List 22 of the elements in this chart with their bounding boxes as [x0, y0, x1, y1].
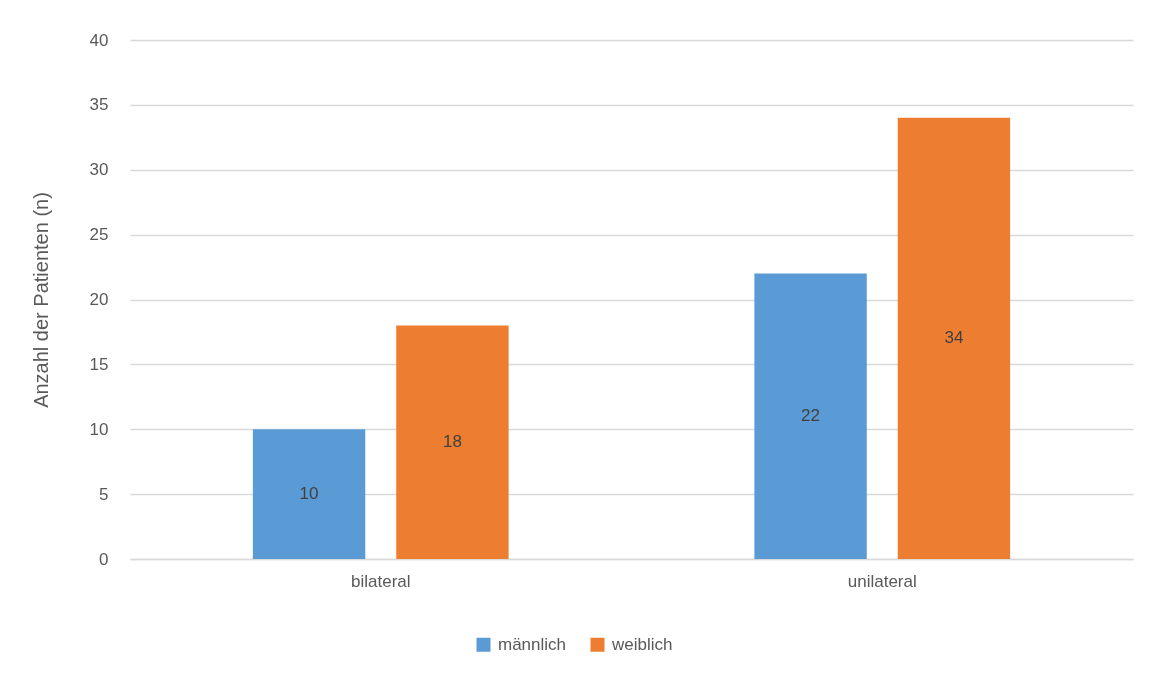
data-label: 34	[944, 328, 964, 348]
data-label: 10	[299, 484, 319, 504]
legend-label: weiblich	[611, 634, 673, 654]
y-tick-label: 30	[89, 160, 109, 180]
x-tick-label: bilateral	[350, 571, 411, 591]
y-tick-label: 15	[89, 354, 109, 374]
bar	[754, 273, 867, 559]
y-tick-label: 0	[99, 549, 109, 569]
legend-label: männlich	[498, 634, 567, 654]
y-tick-label: 20	[89, 290, 109, 309]
y-tick-label: 10	[89, 419, 109, 439]
y-axis-title: Anzahl der Patienten (n)	[29, 192, 52, 408]
data-label: 22	[801, 406, 821, 426]
y-tick-label: 5	[99, 484, 109, 504]
x-tick-label: unilateral	[847, 571, 917, 591]
y-tick-label: 35	[89, 95, 109, 115]
bar	[396, 325, 509, 559]
bar	[897, 117, 1011, 559]
bar	[252, 429, 366, 559]
y-tick-label: 25	[89, 225, 109, 245]
y-tick-label: 40	[89, 30, 109, 50]
data-label: 18	[442, 432, 462, 452]
